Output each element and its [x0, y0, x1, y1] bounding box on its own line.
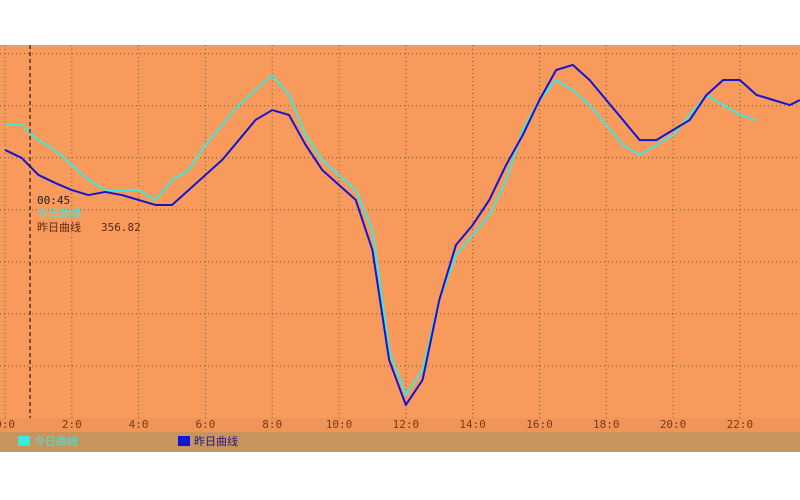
legend-label: 昨日曲线	[194, 434, 238, 448]
legend-band	[0, 432, 800, 452]
x-tick-label: 10:0	[326, 418, 353, 431]
series-line	[4, 63, 800, 406]
x-tick-label: 12:0	[393, 418, 420, 431]
cursor-time: 00:45	[37, 194, 70, 207]
x-tick-label: 16:0	[526, 418, 553, 431]
legend-swatch	[18, 436, 30, 446]
x-tick-label: 6:0	[195, 418, 215, 431]
x-axis-band	[0, 418, 800, 432]
x-tick-label: 14:0	[459, 418, 486, 431]
x-tick-label: 2:0	[62, 418, 82, 431]
x-tick-label: 20:0	[660, 418, 687, 431]
cursor-series-label: 今日曲线	[37, 206, 81, 220]
x-tick-label: 8:0	[262, 418, 282, 431]
legend-swatch	[178, 436, 190, 446]
cursor-series-label: 昨日曲线	[37, 220, 81, 234]
series-line	[5, 74, 757, 396]
plot-area	[0, 45, 800, 418]
x-tick-label: 4:0	[129, 418, 149, 431]
x-tick-label: 18:0	[593, 418, 620, 431]
cursor-value: 356.82	[101, 221, 141, 234]
x-tick-label: 22:0	[727, 418, 754, 431]
x-tick-label: 0:0	[0, 418, 15, 431]
legend-label: 今日曲线	[34, 434, 78, 448]
